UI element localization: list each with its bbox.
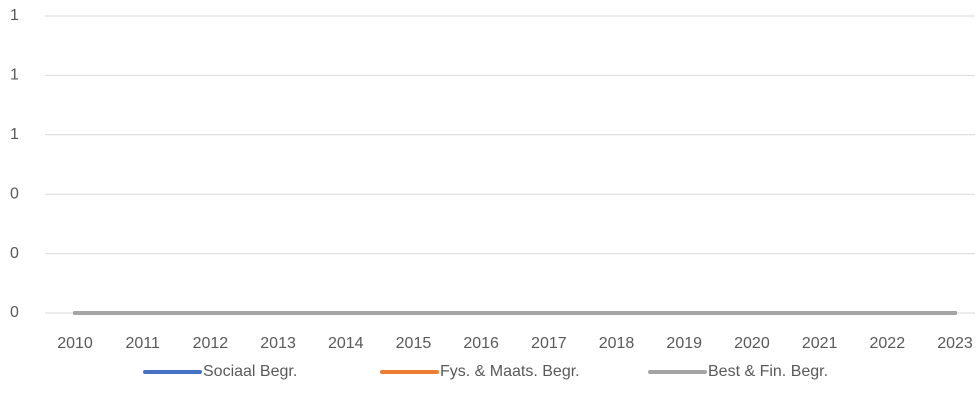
x-tick-label: 2021 <box>802 335 838 352</box>
y-tick-label: 1 <box>10 67 19 84</box>
y-tick-label: 1 <box>10 126 19 143</box>
y-tick-label: 0 <box>10 245 19 262</box>
legend-label: Fys. & Maats. Begr. <box>440 363 580 380</box>
x-tick-label: 2016 <box>463 335 499 352</box>
x-tick-label: 2012 <box>193 335 229 352</box>
y-tick-label: 0 <box>10 185 19 202</box>
legend-label: Sociaal Begr. <box>203 363 297 380</box>
x-tick-label: 2011 <box>125 335 160 352</box>
legend-label: Best & Fin. Begr. <box>708 363 828 380</box>
x-tick-label: 2017 <box>531 335 567 352</box>
x-tick-label: 2013 <box>260 335 296 352</box>
x-tick-label: 2018 <box>599 335 635 352</box>
x-tick-label: 2010 <box>57 335 93 352</box>
x-tick-label: 2014 <box>328 335 364 352</box>
y-tick-label: 0 <box>10 304 19 321</box>
x-tick-label: 2022 <box>870 335 906 352</box>
x-tick-label: 2019 <box>666 335 702 352</box>
x-tick-label: 2023 <box>937 335 973 352</box>
y-tick-label: 1 <box>10 7 19 24</box>
x-tick-label: 2020 <box>734 335 770 352</box>
x-tick-label: 2015 <box>396 335 432 352</box>
